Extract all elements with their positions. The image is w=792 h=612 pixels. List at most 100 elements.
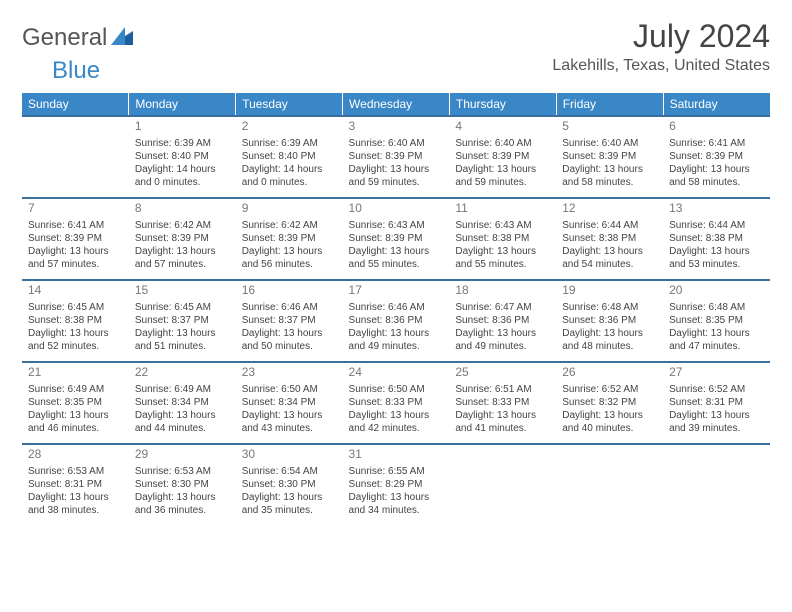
day-cell: 11Sunrise: 6:43 AMSunset: 8:38 PMDayligh… xyxy=(449,198,556,280)
sunset-text: Sunset: 8:36 PM xyxy=(455,314,550,327)
day-cell: 16Sunrise: 6:46 AMSunset: 8:37 PMDayligh… xyxy=(236,280,343,362)
daylight-text: Daylight: 13 hours and 51 minutes. xyxy=(135,327,230,353)
day-cell: 28Sunrise: 6:53 AMSunset: 8:31 PMDayligh… xyxy=(22,444,129,526)
sunset-text: Sunset: 8:39 PM xyxy=(242,232,337,245)
day-cell: 30Sunrise: 6:54 AMSunset: 8:30 PMDayligh… xyxy=(236,444,343,526)
sunrise-text: Sunrise: 6:54 AM xyxy=(242,465,337,478)
sunset-text: Sunset: 8:38 PM xyxy=(562,232,657,245)
sunrise-text: Sunrise: 6:51 AM xyxy=(455,383,550,396)
day-cell: 14Sunrise: 6:45 AMSunset: 8:38 PMDayligh… xyxy=(22,280,129,362)
day-cell: 3Sunrise: 6:40 AMSunset: 8:39 PMDaylight… xyxy=(343,116,450,198)
sunset-text: Sunset: 8:39 PM xyxy=(349,150,444,163)
day-number: 22 xyxy=(135,365,230,381)
day-header: Wednesday xyxy=(343,93,450,116)
daylight-text: Daylight: 13 hours and 59 minutes. xyxy=(349,163,444,189)
daylight-text: Daylight: 13 hours and 53 minutes. xyxy=(669,245,764,271)
sunrise-text: Sunrise: 6:43 AM xyxy=(349,219,444,232)
sunrise-text: Sunrise: 6:48 AM xyxy=(669,301,764,314)
day-number: 10 xyxy=(349,201,444,217)
day-number: 4 xyxy=(455,119,550,135)
sunrise-text: Sunrise: 6:50 AM xyxy=(242,383,337,396)
day-number: 13 xyxy=(669,201,764,217)
day-number: 23 xyxy=(242,365,337,381)
day-number: 1 xyxy=(135,119,230,135)
daylight-text: Daylight: 13 hours and 40 minutes. xyxy=(562,409,657,435)
sunrise-text: Sunrise: 6:40 AM xyxy=(349,137,444,150)
daylight-text: Daylight: 13 hours and 36 minutes. xyxy=(135,491,230,517)
sunset-text: Sunset: 8:40 PM xyxy=(242,150,337,163)
sunset-text: Sunset: 8:39 PM xyxy=(562,150,657,163)
day-cell xyxy=(449,444,556,526)
sunset-text: Sunset: 8:32 PM xyxy=(562,396,657,409)
day-number: 18 xyxy=(455,283,550,299)
daylight-text: Daylight: 13 hours and 57 minutes. xyxy=(135,245,230,271)
sunset-text: Sunset: 8:30 PM xyxy=(242,478,337,491)
month-year-title: July 2024 xyxy=(552,18,770,55)
daylight-text: Daylight: 13 hours and 55 minutes. xyxy=(455,245,550,271)
day-number: 19 xyxy=(562,283,657,299)
sunset-text: Sunset: 8:29 PM xyxy=(349,478,444,491)
week-row: 14Sunrise: 6:45 AMSunset: 8:38 PMDayligh… xyxy=(22,280,770,362)
daylight-text: Daylight: 13 hours and 57 minutes. xyxy=(28,245,123,271)
sunrise-text: Sunrise: 6:41 AM xyxy=(669,137,764,150)
week-row: 21Sunrise: 6:49 AMSunset: 8:35 PMDayligh… xyxy=(22,362,770,444)
daylight-text: Daylight: 13 hours and 58 minutes. xyxy=(669,163,764,189)
week-row: 7Sunrise: 6:41 AMSunset: 8:39 PMDaylight… xyxy=(22,198,770,280)
sunset-text: Sunset: 8:38 PM xyxy=(455,232,550,245)
daylight-text: Daylight: 13 hours and 38 minutes. xyxy=(28,491,123,517)
sunset-text: Sunset: 8:39 PM xyxy=(28,232,123,245)
day-cell: 26Sunrise: 6:52 AMSunset: 8:32 PMDayligh… xyxy=(556,362,663,444)
daylight-text: Daylight: 13 hours and 59 minutes. xyxy=(455,163,550,189)
daylight-text: Daylight: 13 hours and 46 minutes. xyxy=(28,409,123,435)
sunset-text: Sunset: 8:39 PM xyxy=(135,232,230,245)
sunset-text: Sunset: 8:39 PM xyxy=(349,232,444,245)
day-cell: 15Sunrise: 6:45 AMSunset: 8:37 PMDayligh… xyxy=(129,280,236,362)
daylight-text: Daylight: 13 hours and 56 minutes. xyxy=(242,245,337,271)
logo-text-general: General xyxy=(22,24,107,52)
day-number: 5 xyxy=(562,119,657,135)
sunrise-text: Sunrise: 6:42 AM xyxy=(242,219,337,232)
day-cell: 8Sunrise: 6:42 AMSunset: 8:39 PMDaylight… xyxy=(129,198,236,280)
daylight-text: Daylight: 13 hours and 39 minutes. xyxy=(669,409,764,435)
sunrise-text: Sunrise: 6:45 AM xyxy=(28,301,123,314)
day-header: Thursday xyxy=(449,93,556,116)
day-cell: 18Sunrise: 6:47 AMSunset: 8:36 PMDayligh… xyxy=(449,280,556,362)
week-row: 1Sunrise: 6:39 AMSunset: 8:40 PMDaylight… xyxy=(22,116,770,198)
sunrise-text: Sunrise: 6:39 AM xyxy=(135,137,230,150)
daylight-text: Daylight: 13 hours and 55 minutes. xyxy=(349,245,444,271)
day-cell: 12Sunrise: 6:44 AMSunset: 8:38 PMDayligh… xyxy=(556,198,663,280)
week-row: 28Sunrise: 6:53 AMSunset: 8:31 PMDayligh… xyxy=(22,444,770,526)
day-cell: 6Sunrise: 6:41 AMSunset: 8:39 PMDaylight… xyxy=(663,116,770,198)
day-header: Saturday xyxy=(663,93,770,116)
day-cell: 9Sunrise: 6:42 AMSunset: 8:39 PMDaylight… xyxy=(236,198,343,280)
day-number: 27 xyxy=(669,365,764,381)
daylight-text: Daylight: 13 hours and 52 minutes. xyxy=(28,327,123,353)
day-cell: 1Sunrise: 6:39 AMSunset: 8:40 PMDaylight… xyxy=(129,116,236,198)
sunset-text: Sunset: 8:36 PM xyxy=(562,314,657,327)
sunrise-text: Sunrise: 6:46 AM xyxy=(242,301,337,314)
sunrise-text: Sunrise: 6:39 AM xyxy=(242,137,337,150)
sunrise-text: Sunrise: 6:50 AM xyxy=(349,383,444,396)
day-number: 30 xyxy=(242,447,337,463)
day-cell: 7Sunrise: 6:41 AMSunset: 8:39 PMDaylight… xyxy=(22,198,129,280)
logo-text-blue: Blue xyxy=(52,57,100,85)
day-cell: 20Sunrise: 6:48 AMSunset: 8:35 PMDayligh… xyxy=(663,280,770,362)
day-cell: 25Sunrise: 6:51 AMSunset: 8:33 PMDayligh… xyxy=(449,362,556,444)
daylight-text: Daylight: 13 hours and 58 minutes. xyxy=(562,163,657,189)
sunset-text: Sunset: 8:33 PM xyxy=(349,396,444,409)
day-cell: 17Sunrise: 6:46 AMSunset: 8:36 PMDayligh… xyxy=(343,280,450,362)
day-number: 20 xyxy=(669,283,764,299)
sunrise-text: Sunrise: 6:43 AM xyxy=(455,219,550,232)
day-number: 15 xyxy=(135,283,230,299)
day-cell xyxy=(22,116,129,198)
sunrise-text: Sunrise: 6:52 AM xyxy=(669,383,764,396)
sunrise-text: Sunrise: 6:42 AM xyxy=(135,219,230,232)
day-number: 25 xyxy=(455,365,550,381)
sunset-text: Sunset: 8:37 PM xyxy=(135,314,230,327)
sunset-text: Sunset: 8:35 PM xyxy=(28,396,123,409)
calendar-table: SundayMondayTuesdayWednesdayThursdayFrid… xyxy=(22,93,770,526)
logo-mark-icon xyxy=(111,27,133,50)
calendar-head: SundayMondayTuesdayWednesdayThursdayFrid… xyxy=(22,93,770,116)
sunset-text: Sunset: 8:37 PM xyxy=(242,314,337,327)
sunset-text: Sunset: 8:33 PM xyxy=(455,396,550,409)
